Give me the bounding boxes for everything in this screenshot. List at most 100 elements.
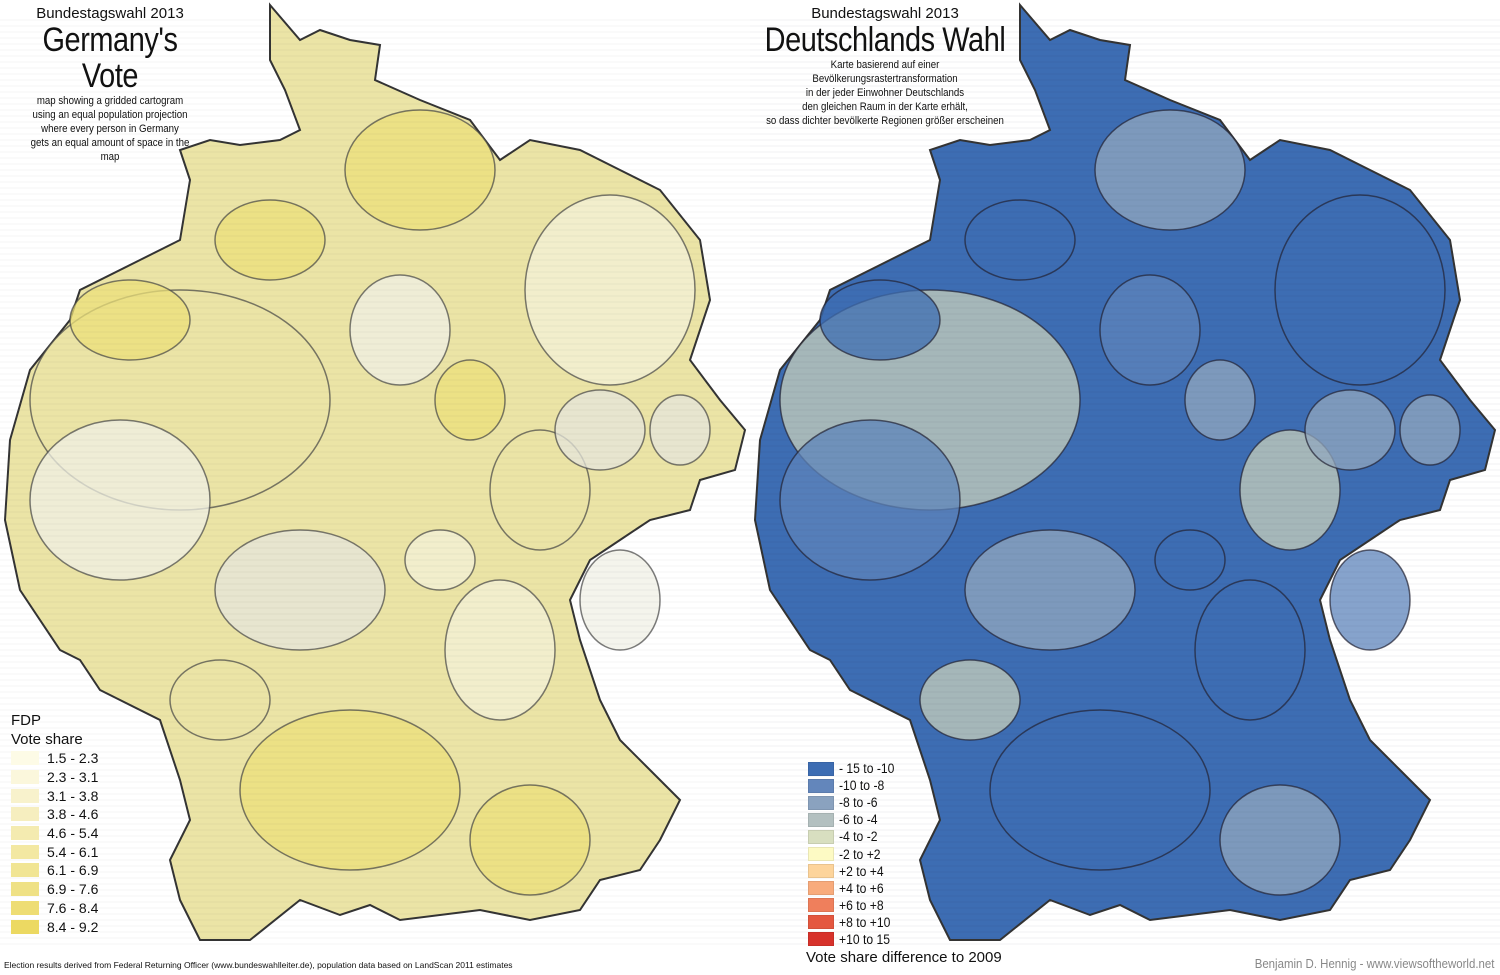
- left-header: Bundestagswahl 2013 Germany's Vote map s…: [10, 5, 210, 164]
- legend-label: +4 to +6: [839, 880, 884, 896]
- region-blob: [444, 579, 556, 721]
- left-title: Germany's Vote: [42, 21, 178, 95]
- region-blob: [1154, 529, 1226, 591]
- legend-swatch: [808, 932, 834, 947]
- legend-label: 1.5 - 2.3: [47, 750, 99, 767]
- right-subtitle: Karte basierend auf einer Bevölkerungsra…: [757, 58, 1012, 128]
- right-title: Deutschlands Wahl: [764, 21, 1006, 59]
- region-blob: [69, 279, 191, 361]
- legend-item: 6.9 - 7.6: [11, 880, 98, 899]
- legend-label: 3.8 - 4.6: [47, 806, 99, 823]
- legend-swatch: [808, 847, 834, 862]
- legend-label: +2 to +4: [839, 863, 884, 879]
- region-blob: [469, 784, 591, 896]
- subtitle-line: gets an equal amount of space in the map: [30, 137, 190, 163]
- legend-swatch: [11, 788, 39, 803]
- legend-label: 6.9 - 7.6: [47, 881, 99, 898]
- legend-swatch: [808, 761, 834, 776]
- legend-label: -8 to -6: [839, 795, 878, 811]
- region-blob: [344, 109, 496, 231]
- region-blob: [524, 194, 696, 386]
- legend-item: 3.1 - 3.8: [11, 786, 98, 805]
- legend-heading: Vote share: [11, 731, 83, 748]
- legend-item: -8 to -6: [808, 794, 1002, 811]
- left-kicker: Bundestagswahl 2013: [36, 5, 184, 22]
- region-blob: [214, 529, 386, 651]
- legend-swatch: [808, 915, 834, 930]
- region-blob: [1219, 784, 1341, 896]
- legend-label: +10 to 15: [839, 931, 891, 947]
- region-blob: [819, 279, 941, 361]
- legend-swatch: [11, 751, 39, 766]
- region-blob: [239, 709, 461, 871]
- legend-item: 5.4 - 6.1: [11, 842, 98, 861]
- subtitle-line: using an equal population projection: [32, 109, 188, 121]
- legend-item: +2 to +4: [808, 863, 1002, 880]
- region-blob: [404, 529, 476, 591]
- right-kicker: Bundestagswahl 2013: [811, 5, 959, 22]
- legend-label: +8 to +10: [839, 914, 891, 930]
- legend-item: 1.5 - 2.3: [11, 749, 98, 768]
- subtitle-line: in der jeder Einwohner Deutschlands: [805, 87, 965, 99]
- legend-swatch: [808, 864, 834, 879]
- legend-swatch: [11, 770, 39, 785]
- legend-item: +4 to +6: [808, 880, 1002, 897]
- left-subtitle: map showing a gridded cartogram using an…: [22, 94, 198, 164]
- region-blob: [919, 659, 1021, 741]
- region-blob: [1304, 389, 1396, 471]
- region-blob: [29, 419, 211, 581]
- difference-legend: - 15 to -10 -10 to -8 -8 to -6 -6 to -4 -4 t…: [806, 760, 1002, 967]
- region-blob: [434, 359, 506, 441]
- legend-item: 3.8 - 4.6: [11, 805, 98, 824]
- subtitle-line: map showing a gridded cartogram: [36, 95, 184, 107]
- region-blob: [1329, 549, 1411, 651]
- source-note: Election results derived from Federal Re…: [4, 960, 513, 970]
- legend-swatch: [11, 844, 39, 859]
- region-blob: [1184, 359, 1256, 441]
- legend-label: 3.1 - 3.8: [47, 787, 99, 804]
- region-blob: [554, 389, 646, 471]
- legend-caption: Vote share difference to 2009: [806, 949, 1002, 967]
- legend-swatch: [808, 898, 834, 913]
- region-blob: [489, 429, 591, 551]
- author-credit: Benjamin D. Hennig - www.viewsoftheworld…: [1254, 956, 1494, 971]
- legend-label: -10 to -8: [839, 778, 885, 794]
- right-header: Bundestagswahl 2013 Deutschlands Wahl Ka…: [740, 5, 1030, 128]
- legend-item: -2 to +2: [808, 845, 1002, 862]
- legend-item: - 15 to -10: [808, 760, 1002, 777]
- legend-item: -6 to -4: [808, 811, 1002, 828]
- region-blob: [1274, 194, 1446, 386]
- region-blob: [779, 419, 961, 581]
- legend-swatch: [808, 795, 834, 810]
- fdp-legend: FDP Vote share 1.5 - 2.3 2.3 - 3.1 3.1 - 3…: [11, 711, 98, 936]
- legend-label: 8.4 - 9.2: [47, 918, 99, 935]
- legend-swatch: [808, 812, 834, 827]
- legend-label: 5.4 - 6.1: [47, 843, 99, 860]
- region-blob: [1099, 274, 1201, 386]
- legend-item: +10 to 15: [808, 931, 1002, 948]
- legend-item: +8 to +10: [808, 914, 1002, 931]
- region-blob: [214, 199, 326, 281]
- legend-swatch: [808, 829, 834, 844]
- legend-swatch: [11, 882, 39, 897]
- legend-party: FDP: [11, 712, 41, 729]
- region-blob: [1239, 429, 1341, 551]
- region-blob: [1094, 109, 1246, 231]
- region-blob: [169, 659, 271, 741]
- legend-label: 4.6 - 5.4: [47, 825, 99, 842]
- legend-swatch: [11, 863, 39, 878]
- legend-swatch: [808, 778, 834, 793]
- legend-item: 2.3 - 3.1: [11, 768, 98, 787]
- legend-item: 4.6 - 5.4: [11, 824, 98, 843]
- legend-label: -4 to -2: [839, 829, 878, 845]
- legend-swatch: [11, 826, 39, 841]
- legend-swatch: [11, 900, 39, 915]
- legend-item: -10 to -8: [808, 777, 1002, 794]
- legend-label: +6 to +8: [839, 897, 884, 913]
- legend-swatch: [11, 807, 39, 822]
- legend-item: 7.6 - 8.4: [11, 899, 98, 918]
- legend-label: - 15 to -10: [839, 761, 895, 777]
- region-blob: [349, 274, 451, 386]
- legend-label: 2.3 - 3.1: [47, 769, 99, 786]
- vote-difference-cartogram: [750, 2, 1500, 945]
